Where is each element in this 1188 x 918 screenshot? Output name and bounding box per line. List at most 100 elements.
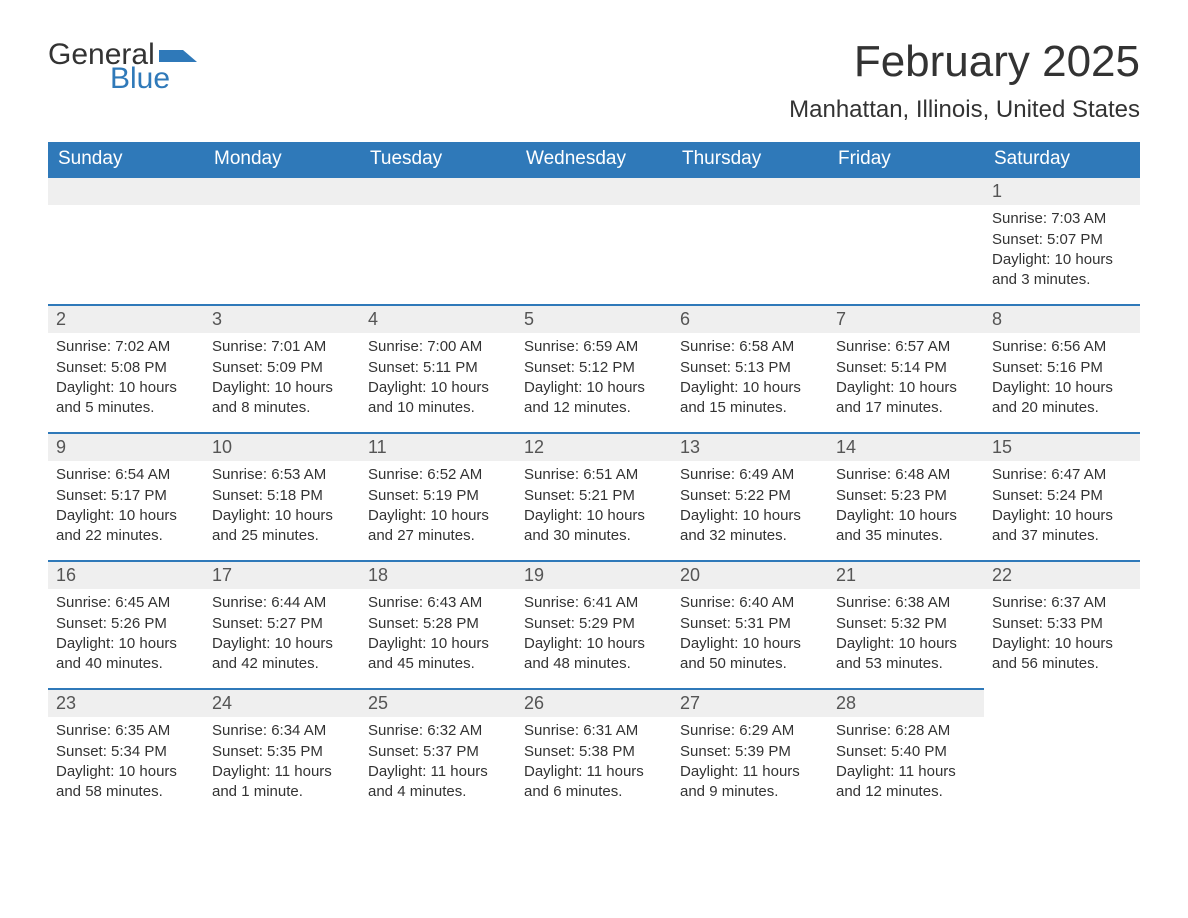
weekday-header: Friday xyxy=(828,142,984,176)
day-content: Sunrise: 6:37 AMSunset: 5:33 PMDaylight:… xyxy=(984,589,1140,682)
sunset-text: Sunset: 5:08 PM xyxy=(56,358,196,378)
daylight-text: Daylight: 10 hours and 42 minutes. xyxy=(212,634,352,675)
daylight-text: Daylight: 10 hours and 50 minutes. xyxy=(680,634,820,675)
calendar-week-row: 9Sunrise: 6:54 AMSunset: 5:17 PMDaylight… xyxy=(48,432,1140,560)
weekday-header-row: SundayMondayTuesdayWednesdayThursdayFrid… xyxy=(48,142,1140,176)
sunrise-text: Sunrise: 6:58 AM xyxy=(680,337,820,357)
day-content: Sunrise: 6:52 AMSunset: 5:19 PMDaylight:… xyxy=(360,461,516,554)
daylight-text: Daylight: 10 hours and 3 minutes. xyxy=(992,250,1132,291)
day-content: Sunrise: 6:34 AMSunset: 5:35 PMDaylight:… xyxy=(204,717,360,810)
sunset-text: Sunset: 5:14 PM xyxy=(836,358,976,378)
day-number-bar: 9 xyxy=(48,432,204,461)
day-content: Sunrise: 6:57 AMSunset: 5:14 PMDaylight:… xyxy=(828,333,984,426)
sunset-text: Sunset: 5:38 PM xyxy=(524,742,664,762)
calendar-table: SundayMondayTuesdayWednesdayThursdayFrid… xyxy=(48,142,1140,816)
calendar-day-cell: 22Sunrise: 6:37 AMSunset: 5:33 PMDayligh… xyxy=(984,560,1140,688)
calendar-day-cell: 10Sunrise: 6:53 AMSunset: 5:18 PMDayligh… xyxy=(204,432,360,560)
sunset-text: Sunset: 5:16 PM xyxy=(992,358,1132,378)
sunrise-text: Sunrise: 6:43 AM xyxy=(368,593,508,613)
calendar-day-cell: 18Sunrise: 6:43 AMSunset: 5:28 PMDayligh… xyxy=(360,560,516,688)
daylight-text: Daylight: 10 hours and 12 minutes. xyxy=(524,378,664,419)
calendar-day-cell: 9Sunrise: 6:54 AMSunset: 5:17 PMDaylight… xyxy=(48,432,204,560)
day-content: Sunrise: 6:31 AMSunset: 5:38 PMDaylight:… xyxy=(516,717,672,810)
weekday-header: Sunday xyxy=(48,142,204,176)
calendar-day-cell: 20Sunrise: 6:40 AMSunset: 5:31 PMDayligh… xyxy=(672,560,828,688)
daylight-text: Daylight: 10 hours and 30 minutes. xyxy=(524,506,664,547)
day-content: Sunrise: 6:38 AMSunset: 5:32 PMDaylight:… xyxy=(828,589,984,682)
sunrise-text: Sunrise: 6:34 AM xyxy=(212,721,352,741)
calendar-day-cell: 16Sunrise: 6:45 AMSunset: 5:26 PMDayligh… xyxy=(48,560,204,688)
sunrise-text: Sunrise: 6:29 AM xyxy=(680,721,820,741)
day-content: Sunrise: 7:03 AMSunset: 5:07 PMDaylight:… xyxy=(984,205,1140,298)
calendar-day-cell: 28Sunrise: 6:28 AMSunset: 5:40 PMDayligh… xyxy=(828,688,984,816)
day-content: Sunrise: 6:56 AMSunset: 5:16 PMDaylight:… xyxy=(984,333,1140,426)
sunrise-text: Sunrise: 6:31 AM xyxy=(524,721,664,741)
sunrise-text: Sunrise: 6:47 AM xyxy=(992,465,1132,485)
daylight-text: Daylight: 10 hours and 48 minutes. xyxy=(524,634,664,675)
weekday-header: Wednesday xyxy=(516,142,672,176)
sunset-text: Sunset: 5:18 PM xyxy=(212,486,352,506)
day-number-bar: 17 xyxy=(204,560,360,589)
day-number-bar: 2 xyxy=(48,304,204,333)
calendar-day-cell: 6Sunrise: 6:58 AMSunset: 5:13 PMDaylight… xyxy=(672,304,828,432)
calendar-day-cell: 15Sunrise: 6:47 AMSunset: 5:24 PMDayligh… xyxy=(984,432,1140,560)
day-content: Sunrise: 6:35 AMSunset: 5:34 PMDaylight:… xyxy=(48,717,204,810)
daylight-text: Daylight: 10 hours and 10 minutes. xyxy=(368,378,508,419)
day-content: Sunrise: 6:51 AMSunset: 5:21 PMDaylight:… xyxy=(516,461,672,554)
calendar-day-cell: 26Sunrise: 6:31 AMSunset: 5:38 PMDayligh… xyxy=(516,688,672,816)
sunset-text: Sunset: 5:24 PM xyxy=(992,486,1132,506)
sunrise-text: Sunrise: 6:59 AM xyxy=(524,337,664,357)
sunrise-text: Sunrise: 7:01 AM xyxy=(212,337,352,357)
day-number-bar xyxy=(828,176,984,205)
day-content: Sunrise: 7:02 AMSunset: 5:08 PMDaylight:… xyxy=(48,333,204,426)
day-number-bar: 26 xyxy=(516,688,672,717)
calendar-day-cell xyxy=(48,176,204,304)
calendar-day-cell xyxy=(516,176,672,304)
sunrise-text: Sunrise: 6:53 AM xyxy=(212,465,352,485)
sunset-text: Sunset: 5:09 PM xyxy=(212,358,352,378)
day-content: Sunrise: 6:47 AMSunset: 5:24 PMDaylight:… xyxy=(984,461,1140,554)
day-content: Sunrise: 6:45 AMSunset: 5:26 PMDaylight:… xyxy=(48,589,204,682)
calendar-day-cell: 25Sunrise: 6:32 AMSunset: 5:37 PMDayligh… xyxy=(360,688,516,816)
sunrise-text: Sunrise: 6:35 AM xyxy=(56,721,196,741)
day-content: Sunrise: 6:58 AMSunset: 5:13 PMDaylight:… xyxy=(672,333,828,426)
sunrise-text: Sunrise: 6:57 AM xyxy=(836,337,976,357)
sunrise-text: Sunrise: 6:49 AM xyxy=(680,465,820,485)
day-number-bar: 19 xyxy=(516,560,672,589)
calendar-day-cell: 5Sunrise: 6:59 AMSunset: 5:12 PMDaylight… xyxy=(516,304,672,432)
calendar-day-cell: 19Sunrise: 6:41 AMSunset: 5:29 PMDayligh… xyxy=(516,560,672,688)
sunrise-text: Sunrise: 6:40 AM xyxy=(680,593,820,613)
sunset-text: Sunset: 5:27 PM xyxy=(212,614,352,634)
daylight-text: Daylight: 10 hours and 37 minutes. xyxy=(992,506,1132,547)
sunrise-text: Sunrise: 6:41 AM xyxy=(524,593,664,613)
sunrise-text: Sunrise: 6:54 AM xyxy=(56,465,196,485)
day-number-bar: 15 xyxy=(984,432,1140,461)
sunrise-text: Sunrise: 6:56 AM xyxy=(992,337,1132,357)
day-number-bar: 8 xyxy=(984,304,1140,333)
daylight-text: Daylight: 10 hours and 27 minutes. xyxy=(368,506,508,547)
day-number-bar: 12 xyxy=(516,432,672,461)
calendar-day-cell xyxy=(360,176,516,304)
sunrise-text: Sunrise: 6:48 AM xyxy=(836,465,976,485)
day-number-bar: 7 xyxy=(828,304,984,333)
daylight-text: Daylight: 11 hours and 6 minutes. xyxy=(524,762,664,803)
day-number-bar xyxy=(672,176,828,205)
day-content: Sunrise: 6:44 AMSunset: 5:27 PMDaylight:… xyxy=(204,589,360,682)
day-number-bar: 16 xyxy=(48,560,204,589)
calendar-day-cell xyxy=(984,688,1140,816)
day-number-bar: 10 xyxy=(204,432,360,461)
location-subtitle: Manhattan, Illinois, United States xyxy=(789,96,1140,124)
calendar-week-row: 1Sunrise: 7:03 AMSunset: 5:07 PMDaylight… xyxy=(48,176,1140,304)
day-number-bar: 6 xyxy=(672,304,828,333)
daylight-text: Daylight: 10 hours and 8 minutes. xyxy=(212,378,352,419)
sunset-text: Sunset: 5:22 PM xyxy=(680,486,820,506)
day-content: Sunrise: 6:32 AMSunset: 5:37 PMDaylight:… xyxy=(360,717,516,810)
calendar-day-cell: 27Sunrise: 6:29 AMSunset: 5:39 PMDayligh… xyxy=(672,688,828,816)
daylight-text: Daylight: 10 hours and 53 minutes. xyxy=(836,634,976,675)
day-content: Sunrise: 6:49 AMSunset: 5:22 PMDaylight:… xyxy=(672,461,828,554)
day-number-bar: 22 xyxy=(984,560,1140,589)
sunrise-text: Sunrise: 6:28 AM xyxy=(836,721,976,741)
sunset-text: Sunset: 5:12 PM xyxy=(524,358,664,378)
daylight-text: Daylight: 10 hours and 58 minutes. xyxy=(56,762,196,803)
day-content: Sunrise: 6:54 AMSunset: 5:17 PMDaylight:… xyxy=(48,461,204,554)
